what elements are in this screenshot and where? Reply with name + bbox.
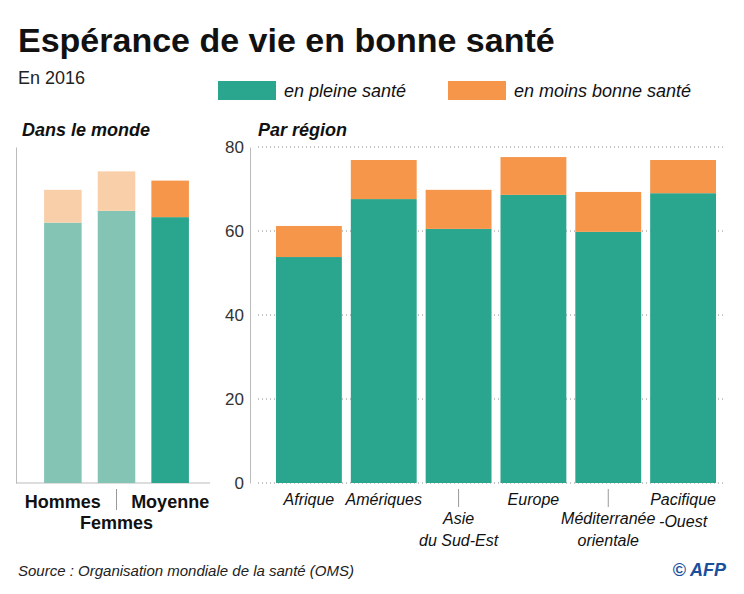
panel-title: Par région [258, 120, 347, 140]
bar-segment [98, 171, 136, 210]
legend-swatch [218, 81, 276, 100]
legend: en pleine santé en moins bonne santé [218, 81, 691, 101]
legend-label: en moins bonne santé [514, 81, 691, 101]
bar-segment [575, 192, 641, 232]
panel: Dans le monde HommesFemmesMoyenne [16, 120, 210, 533]
label-separator [116, 489, 117, 510]
y-tick-label: 0 [235, 474, 244, 493]
panel: Par région 0 20 40 60 80 Afrique Amériques Asied… [225, 120, 725, 549]
bar-segment [500, 157, 566, 195]
label-separator [608, 489, 609, 507]
subtitle: En 2016 [18, 68, 85, 88]
bar-segment [151, 181, 189, 218]
y-tick: 80 [225, 138, 250, 157]
title: Espérance de vie en bonne santé [18, 21, 555, 59]
grid [258, 147, 725, 483]
bar-segment [98, 211, 136, 483]
bar-segment [351, 199, 417, 483]
y-axis [16, 148, 17, 484]
x-tick-label: Méditerranéeorientale [561, 510, 655, 549]
bar-segment [500, 195, 566, 483]
chart-root: Espérance de vie en bonne santé En 2016 So… [0, 0, 744, 594]
y-tick: 40 [225, 306, 250, 325]
bar-segment [151, 217, 189, 483]
grid-line [258, 147, 725, 148]
legend-label: en pleine santé [284, 81, 406, 101]
y-axis: 0 20 40 60 80 [225, 138, 250, 493]
y-tick: 0 [235, 474, 250, 493]
bar-segment [44, 223, 82, 483]
x-axis: Afrique Amériques Asiedu Sud-Est EuropeMédi… [283, 489, 717, 549]
y-tick: 20 [225, 390, 250, 409]
bars [276, 157, 716, 483]
y-tick: 60 [225, 222, 250, 241]
bars [44, 171, 189, 483]
y-axis-line [16, 148, 17, 484]
bar-segment [650, 193, 716, 483]
y-tick-label: 60 [225, 222, 244, 241]
x-tick-label: Europe [508, 491, 560, 508]
x-axis: HommesFemmesMoyenne [25, 489, 209, 533]
y-tick-label: 20 [225, 390, 244, 409]
label-separator [458, 489, 459, 507]
bar-segment [426, 229, 492, 483]
x-tick-label: Amériques [345, 491, 422, 508]
bar-segment [44, 190, 82, 223]
x-tick-label: Femmes [80, 513, 153, 533]
x-tick-label: Pacifique-Ouest [650, 491, 716, 530]
bar-segment [426, 190, 492, 229]
x-tick-label: Afrique [283, 491, 335, 508]
bar-segment [351, 160, 417, 199]
y-axis-line [250, 148, 251, 484]
legend-swatch [448, 81, 506, 100]
x-tick-label: Hommes [25, 492, 101, 512]
y-tick-label: 40 [225, 306, 244, 325]
source: Source : Organisation mondiale de la san… [18, 562, 354, 579]
x-tick-label: Moyenne [131, 492, 209, 512]
bar-segment [276, 257, 342, 483]
x-tick-label: Asiedu Sud-Est [419, 510, 499, 549]
panel-title: Dans le monde [22, 120, 150, 140]
y-tick-label: 80 [225, 138, 244, 157]
bar-segment [575, 232, 641, 483]
bar-segment [276, 226, 342, 257]
credit: © AFP [672, 560, 727, 580]
bar-segment [650, 160, 716, 193]
